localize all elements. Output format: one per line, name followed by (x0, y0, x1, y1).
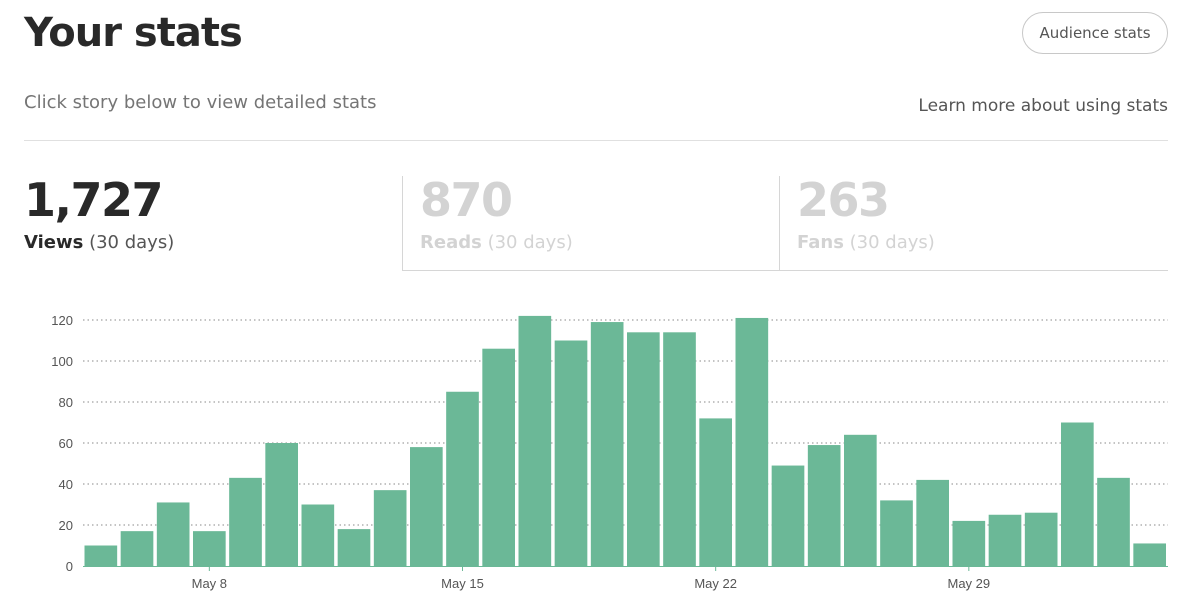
bar[interactable] (446, 391, 479, 566)
views-bar-chart: 0 20 40 60 80 100 120 May 8 May 15 May 22 May 29 (51, 313, 1168, 591)
tab-fans[interactable]: 263 Fans (30 days) (779, 176, 1168, 271)
x-tick-label: May 15 (441, 576, 484, 591)
bar[interactable] (482, 348, 515, 566)
bar[interactable] (301, 504, 335, 567)
bar[interactable] (590, 322, 624, 566)
bar[interactable] (916, 479, 949, 566)
bar[interactable] (1097, 477, 1130, 566)
bar[interactable] (554, 340, 588, 567)
bar[interactable] (410, 447, 443, 566)
bar[interactable] (518, 315, 552, 566)
x-tick-label: May 29 (948, 576, 991, 591)
bar[interactable] (120, 531, 154, 566)
audience-stats-button[interactable]: Audience stats (1022, 12, 1168, 54)
bar[interactable] (952, 520, 986, 566)
y-tick-label: 40 (59, 477, 73, 492)
bar[interactable] (265, 443, 298, 566)
x-tick-label: May 8 (192, 576, 227, 591)
reads-label: Reads (420, 232, 482, 253)
views-period: (30 days) (89, 232, 175, 253)
y-tick-label: 100 (51, 354, 73, 369)
y-tick-label: 0 (66, 559, 73, 574)
bar[interactable] (844, 434, 877, 566)
fans-count: 263 (797, 173, 890, 227)
page-subtitle: Click story below to view detailed stats (24, 92, 377, 113)
tab-reads[interactable]: 870 Reads (30 days) (402, 176, 780, 271)
bar[interactable] (735, 317, 769, 566)
x-tick-label: May 22 (694, 576, 737, 591)
views-count: 1,727 (24, 173, 164, 227)
fans-label: Fans (797, 232, 844, 253)
views-label: Views (24, 232, 84, 253)
y-tick-label: 80 (59, 395, 73, 410)
bar[interactable] (1133, 543, 1166, 566)
y-tick-label: 20 (59, 518, 73, 533)
bar[interactable] (1024, 512, 1058, 566)
bar[interactable] (880, 500, 913, 566)
reads-period: (30 days) (487, 232, 573, 253)
y-tick-label: 120 (51, 313, 73, 328)
header-divider (24, 140, 1168, 141)
bar[interactable] (84, 545, 118, 567)
bar[interactable] (193, 531, 226, 566)
fans-period: (30 days) (849, 232, 935, 253)
bar[interactable] (229, 477, 262, 566)
reads-count: 870 (420, 173, 513, 227)
bar[interactable] (807, 445, 841, 566)
bar[interactable] (663, 332, 696, 566)
bar[interactable] (988, 514, 1022, 566)
learn-more-link[interactable]: Learn more about using stats (918, 96, 1168, 116)
page-title: Your stats (24, 10, 243, 56)
bar[interactable] (771, 465, 805, 566)
y-tick-label: 60 (59, 436, 73, 451)
bar[interactable] (337, 529, 371, 566)
tab-views[interactable]: 1,727 Views (30 days) (24, 176, 402, 271)
bar[interactable] (627, 332, 660, 566)
bar[interactable] (156, 502, 190, 566)
bar[interactable] (373, 490, 407, 566)
bar[interactable] (1061, 422, 1094, 567)
bar[interactable] (699, 418, 732, 566)
